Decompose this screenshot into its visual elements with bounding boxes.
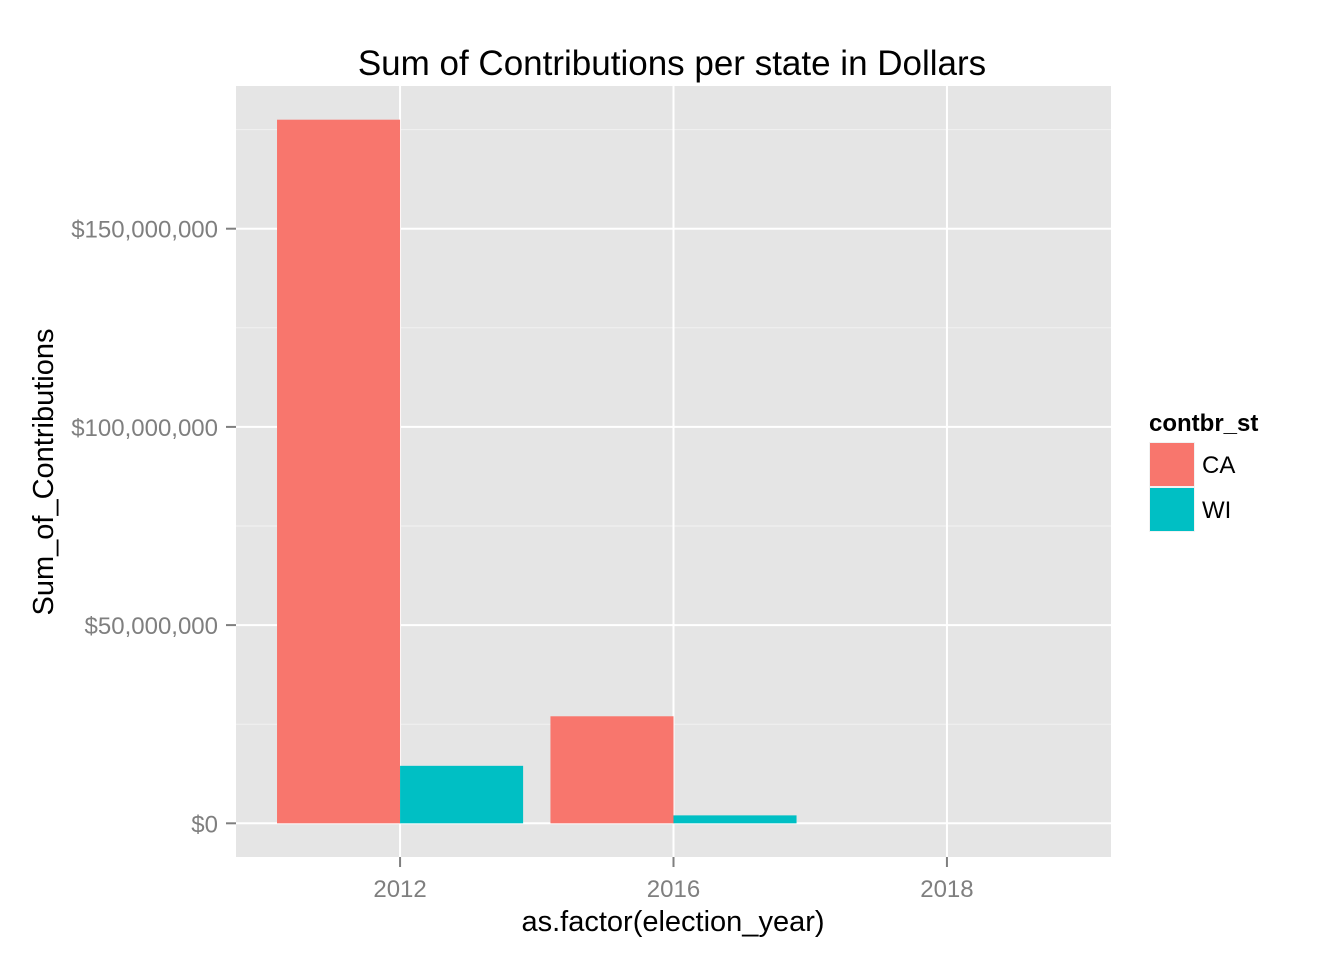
legend: contbr_st CA WI <box>1149 410 1258 532</box>
y-tick-label: $100,000,000 <box>71 415 218 442</box>
bar-ca-2012 <box>277 119 401 824</box>
legend-title: contbr_st <box>1149 410 1258 437</box>
x-tick-label: 2018 <box>920 876 973 903</box>
legend-swatch-ca <box>1150 443 1194 486</box>
bar-wi-2016 <box>673 815 797 824</box>
bars <box>277 119 797 824</box>
x-axis: 2012 2016 2018 <box>373 857 974 903</box>
x-tick-label: 2012 <box>373 876 426 903</box>
y-axis-title: Sum_of_Contributions <box>28 329 60 616</box>
y-axis: $0 $50,000,000 $100,000,000 $150,000,000 <box>71 217 236 838</box>
bar-ca-2016 <box>550 716 674 824</box>
y-tick-label: $50,000,000 <box>85 613 218 640</box>
x-tick-label: 2016 <box>647 876 700 903</box>
legend-label-ca: CA <box>1202 452 1235 479</box>
legend-label-wi: WI <box>1202 497 1231 524</box>
y-tick-label: $150,000,000 <box>71 217 218 244</box>
chart-title: Sum of Contributions per state in Dollar… <box>358 44 986 83</box>
y-tick-label: $0 <box>191 811 218 838</box>
legend-swatch-wi <box>1150 488 1194 531</box>
bar-wi-2012 <box>400 765 524 824</box>
x-axis-title: as.factor(election_year) <box>521 906 824 938</box>
